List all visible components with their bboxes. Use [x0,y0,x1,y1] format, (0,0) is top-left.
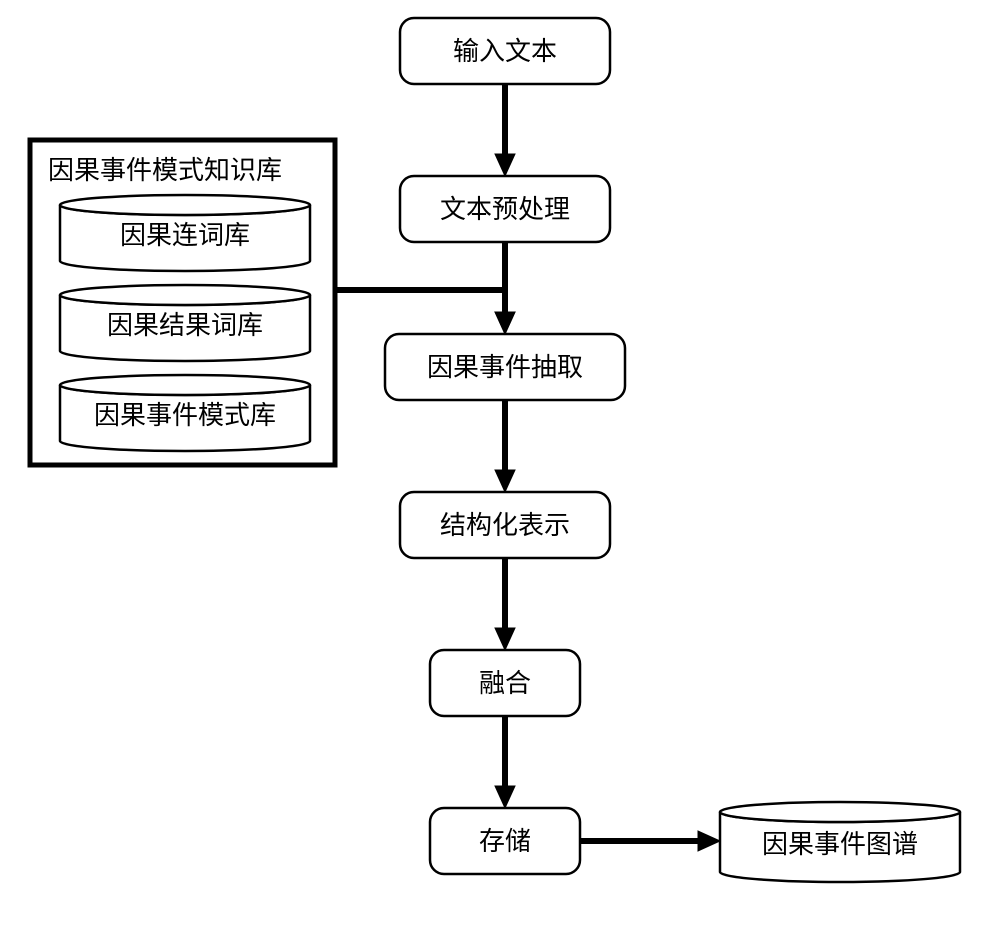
arrow-head-a4 [495,628,515,650]
flow-node-label-n3: 因果事件抽取 [427,352,583,382]
arrow-head-a3 [495,470,515,492]
kb-cylinder-label-kb3: 因果事件模式库 [94,400,276,430]
kb-title: 因果事件模式知识库 [48,155,282,185]
arrow-head-a5 [495,786,515,808]
flow-node-label-n5: 融合 [479,668,531,698]
arrow-head-a1 [495,154,515,176]
output-cylinder-label-out: 因果事件图谱 [762,829,918,859]
kb-arrow-head [495,312,515,334]
flow-node-label-n1: 输入文本 [453,36,557,66]
kb-cylinder-label-kb1: 因果连词库 [120,220,250,250]
kb-cylinder-kb2: 因果结果词库 [60,285,310,361]
output-cylinder-out: 因果事件图谱 [720,802,960,882]
flow-node-label-n2: 文本预处理 [440,194,570,224]
flowchart-diagram: 输入文本文本预处理因果事件抽取结构化表示融合存储 因果事件模式知识库因果连词库因果… [0,0,1000,929]
kb-cylinder-kb1: 因果连词库 [60,195,310,271]
kb-cylinder-kb3: 因果事件模式库 [60,375,310,451]
arrow-head-a6 [698,831,720,851]
flow-node-label-n4: 结构化表示 [440,510,570,540]
kb-cylinder-label-kb2: 因果结果词库 [107,310,263,340]
flow-node-label-n6: 存储 [479,826,531,856]
